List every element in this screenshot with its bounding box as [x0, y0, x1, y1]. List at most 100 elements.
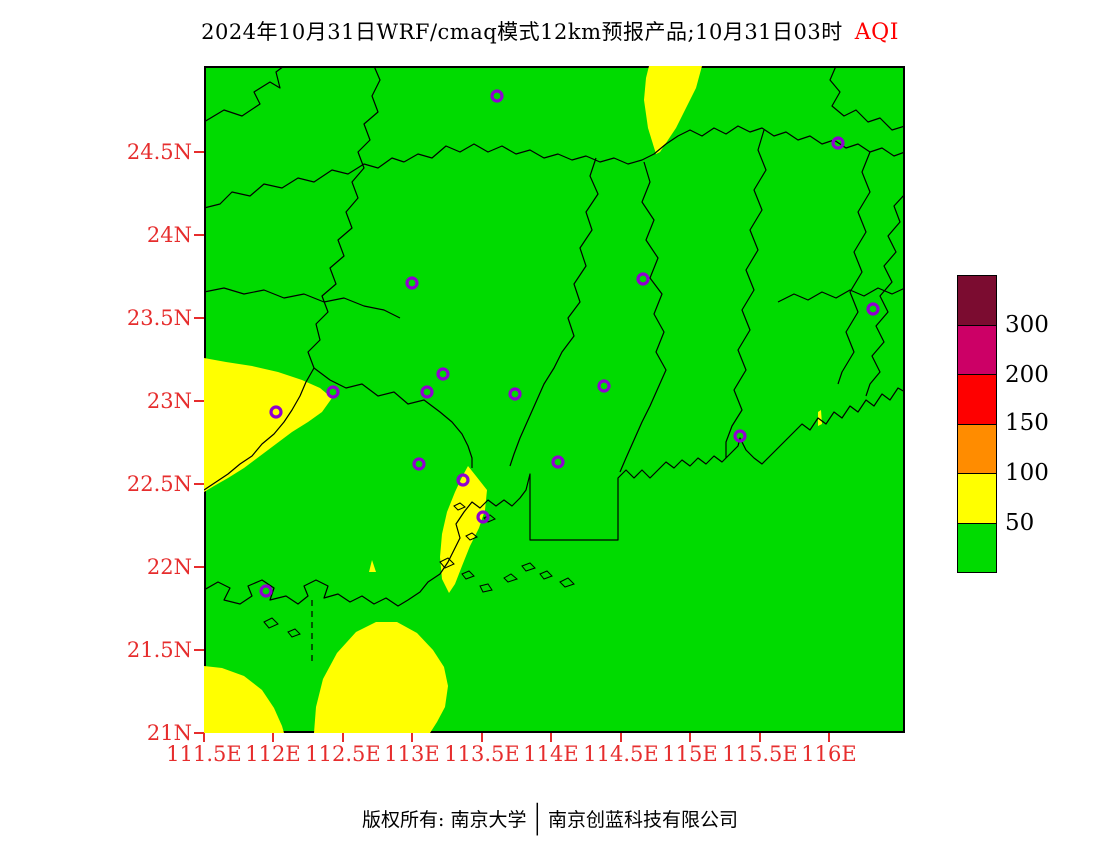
island-outline — [479, 583, 493, 593]
x-axis-tick — [689, 733, 691, 742]
station-marker — [733, 429, 747, 443]
admin-boundary — [204, 66, 381, 491]
station-marker — [420, 385, 434, 399]
x-axis-label: 112.5E — [305, 742, 381, 766]
x-axis-label: 111.5E — [166, 742, 242, 766]
y-axis-tick — [194, 400, 204, 402]
y-axis-label: 22.5N — [126, 472, 192, 496]
y-axis-tick — [194, 317, 204, 319]
admin-boundary — [509, 157, 599, 467]
x-axis-tick — [481, 733, 483, 742]
y-axis-label: 21N — [146, 721, 192, 745]
y-axis-label: 24N — [146, 223, 192, 247]
admin-boundary — [403, 125, 905, 165]
y-axis-tick — [194, 732, 204, 734]
aqi-yellow-region — [314, 622, 448, 733]
y-axis-tick — [194, 151, 204, 153]
station-marker — [597, 379, 611, 393]
station-marker — [636, 272, 650, 286]
admin-boundary — [204, 66, 285, 123]
colorbar-threshold-label: 100 — [1005, 460, 1049, 486]
y-axis-tick — [194, 483, 204, 485]
x-axis-label: 112E — [245, 742, 301, 766]
x-axis-tick — [411, 733, 413, 742]
x-axis-tick — [203, 733, 205, 742]
colorbar-threshold-label: 150 — [1005, 410, 1049, 436]
y-axis-label: 22N — [146, 555, 192, 579]
y-axis-label: 23.5N — [126, 306, 192, 330]
y-axis-label: 24.5N — [126, 140, 192, 164]
x-axis-tick — [272, 733, 274, 742]
aqi-yellow-region — [204, 666, 284, 733]
colorbar-segment — [958, 474, 996, 524]
x-axis-label: 115E — [662, 742, 718, 766]
x-axis-label: 113E — [384, 742, 440, 766]
x-axis-tick — [342, 733, 344, 742]
station-marker — [490, 89, 504, 103]
colorbar-threshold-label: 200 — [1005, 362, 1049, 388]
aqi-yellow-region — [644, 66, 702, 154]
island-outline — [465, 532, 478, 541]
colorbar-segment — [958, 325, 996, 375]
y-axis-tick — [194, 566, 204, 568]
island-outline — [287, 628, 301, 638]
station-marker — [831, 136, 845, 150]
x-axis-label: 115.5E — [722, 742, 798, 766]
figure-title: 2024年10月31日WRF/cmaq模式12km预报产品;10月31日03时 A… — [0, 16, 1100, 46]
colorbar-segment — [958, 424, 996, 474]
colorbar-threshold-label: 300 — [1005, 312, 1049, 338]
x-axis-tick — [759, 733, 761, 742]
copyright-right: 南京创蓝科技有限公司 — [547, 809, 738, 831]
x-axis-label: 114E — [523, 742, 579, 766]
island-outline — [263, 617, 279, 629]
x-axis-tick — [828, 733, 830, 742]
y-axis-tick — [194, 234, 204, 236]
colorbar-segment — [958, 523, 996, 572]
station-marker — [456, 473, 470, 487]
y-axis-tick — [194, 649, 204, 651]
coastline — [204, 387, 905, 607]
y-axis-label: 23N — [146, 389, 192, 413]
admin-boundary — [204, 287, 401, 319]
copyright-separator: │ — [531, 804, 543, 836]
island-outline — [559, 577, 575, 588]
x-axis-label: 113.5E — [444, 742, 520, 766]
station-marker — [405, 276, 419, 290]
station-marker — [269, 405, 283, 419]
admin-boundary — [725, 129, 767, 458]
station-marker — [259, 584, 273, 598]
station-marker — [412, 457, 426, 471]
admin-boundary — [619, 161, 667, 473]
title-aqi-label: AQI — [854, 20, 899, 45]
island-outline — [461, 570, 475, 580]
admin-boundary — [829, 66, 905, 131]
aqi-yellow-region — [369, 560, 376, 572]
admin-boundary — [837, 151, 871, 385]
island-outline — [453, 502, 466, 511]
admin-boundary — [204, 157, 405, 209]
x-axis-label: 114.5E — [583, 742, 659, 766]
station-marker — [866, 302, 880, 316]
admin-boundary — [313, 367, 473, 468]
island-outline — [521, 562, 536, 572]
admin-boundary — [777, 287, 905, 303]
station-marker — [436, 367, 450, 381]
aqi-yellow-region — [818, 410, 822, 426]
station-marker — [476, 510, 490, 524]
copyright-footer: 版权所有: 南京大学 │ 南京创蓝科技有限公司 — [0, 804, 1100, 836]
copyright-left: 版权所有: 南京大学 — [362, 809, 527, 831]
colorbar-segment — [958, 375, 996, 425]
colorbar-segment — [958, 276, 996, 326]
x-axis-tick — [550, 733, 552, 742]
y-axis-label: 21.5N — [126, 638, 192, 662]
aqi-colorbar — [957, 275, 997, 573]
station-marker — [326, 385, 340, 399]
title-text: 2024年10月31日WRF/cmaq模式12km预报产品;10月31日03时 — [201, 20, 843, 44]
station-marker — [551, 455, 565, 469]
x-axis-tick — [620, 733, 622, 742]
island-outline — [503, 573, 519, 583]
forecast-map — [204, 66, 905, 733]
x-axis-label: 116E — [801, 742, 857, 766]
colorbar-threshold-label: 50 — [1005, 510, 1035, 536]
